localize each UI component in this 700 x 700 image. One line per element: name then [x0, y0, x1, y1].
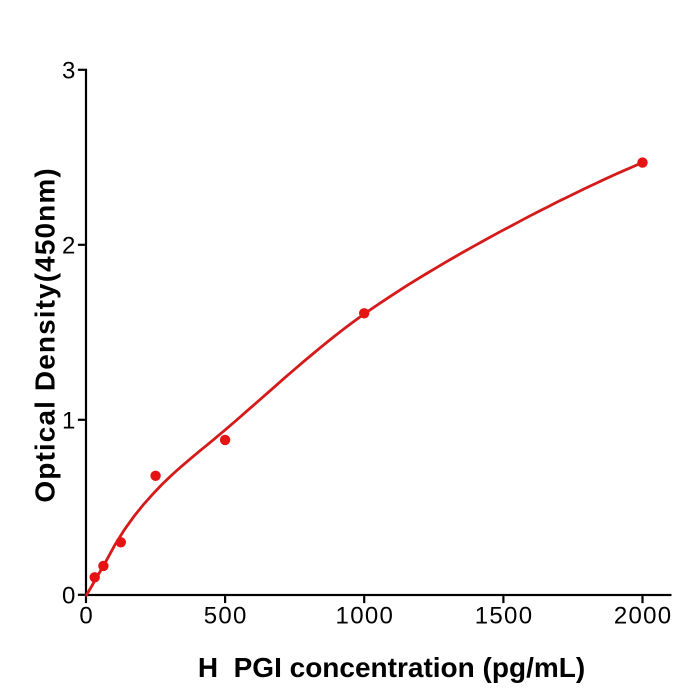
- svg-text:0: 0: [62, 583, 75, 610]
- svg-text:1500: 1500: [475, 603, 534, 630]
- svg-text:3: 3: [62, 58, 75, 85]
- svg-text:1000: 1000: [336, 603, 395, 630]
- svg-text:H PGI concentration (pg/mL): H PGI concentration (pg/mL): [198, 652, 585, 683]
- svg-text:500: 500: [204, 603, 248, 630]
- svg-text:Optical Density(450nm): Optical Density(450nm): [30, 167, 61, 502]
- svg-text:1: 1: [62, 408, 75, 435]
- svg-text:2000: 2000: [614, 603, 673, 630]
- svg-text:2: 2: [62, 233, 75, 260]
- svg-text:0: 0: [79, 603, 92, 630]
